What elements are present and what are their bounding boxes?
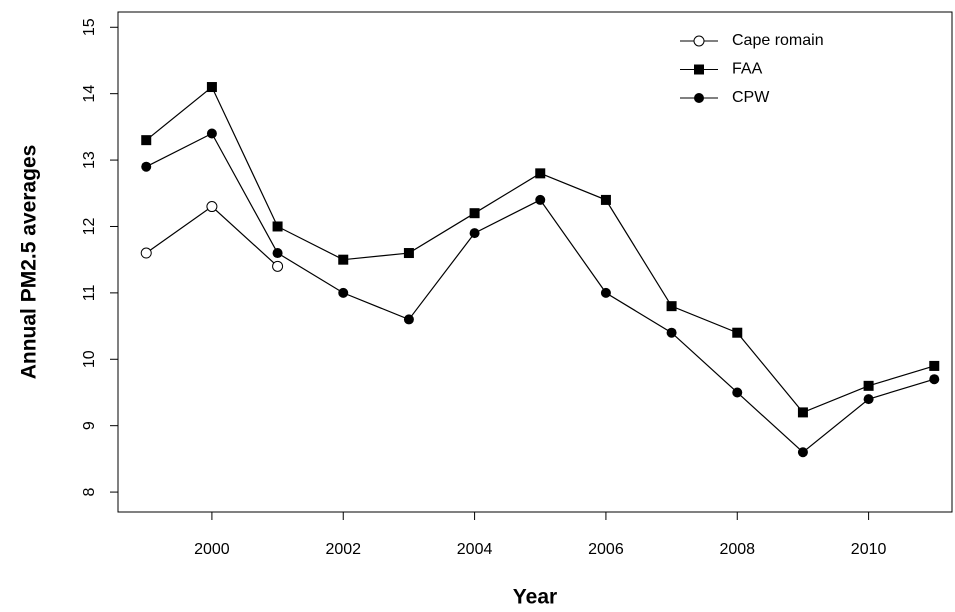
x-tick-label: 2004: [457, 541, 493, 558]
series-line: [145, 86, 935, 414]
marker: [206, 82, 217, 93]
marker: [535, 168, 546, 179]
plot-frame: [117, 11, 953, 513]
x-tick-label: 2002: [325, 541, 361, 558]
x-tick-label: 2006: [588, 541, 624, 558]
x-tick-label: 2010: [851, 541, 887, 558]
marker: [694, 93, 704, 103]
marker: [694, 64, 704, 75]
marker: [403, 314, 414, 325]
marker: [338, 254, 349, 265]
series-line: [145, 132, 935, 454]
marker: [693, 35, 705, 47]
marker: [600, 194, 611, 205]
marker: [206, 128, 217, 139]
legend-label: CPW: [732, 89, 770, 106]
legend-label: FAA: [732, 61, 763, 78]
marker: [600, 287, 611, 298]
marker: [140, 247, 152, 259]
x-tick-label: 2008: [719, 541, 755, 558]
marker: [732, 327, 743, 338]
marker: [403, 248, 414, 259]
marker: [863, 380, 874, 391]
y-tick-label: 14: [81, 85, 98, 103]
marker: [535, 194, 546, 205]
marker: [272, 248, 283, 259]
legend-label: Cape romain: [732, 32, 824, 49]
marker: [141, 161, 152, 172]
y-tick-label: 9: [81, 421, 98, 430]
series-line: [145, 205, 278, 267]
marker: [863, 394, 874, 405]
x-axis-label: Year: [513, 586, 557, 609]
marker: [929, 374, 940, 385]
marker: [338, 287, 349, 298]
marker: [666, 301, 677, 312]
x-tick-label: 2000: [194, 541, 230, 558]
marker: [929, 360, 940, 371]
y-tick-label: 11: [81, 284, 98, 301]
marker: [666, 327, 677, 338]
marker: [206, 201, 218, 213]
y-tick-label: 8: [81, 488, 98, 497]
y-tick-label: 13: [81, 151, 98, 169]
marker: [141, 135, 152, 146]
marker: [469, 228, 480, 239]
y-tick-label: 15: [81, 18, 98, 36]
marker: [469, 208, 480, 219]
marker: [272, 260, 284, 272]
marker: [272, 221, 283, 232]
y-tick-label: 12: [81, 217, 98, 235]
marker: [797, 407, 808, 418]
y-tick-label: 10: [81, 350, 98, 368]
marker: [797, 447, 808, 458]
marker: [732, 387, 743, 398]
y-axis-label: Annual PM2.5 averages: [18, 145, 41, 380]
